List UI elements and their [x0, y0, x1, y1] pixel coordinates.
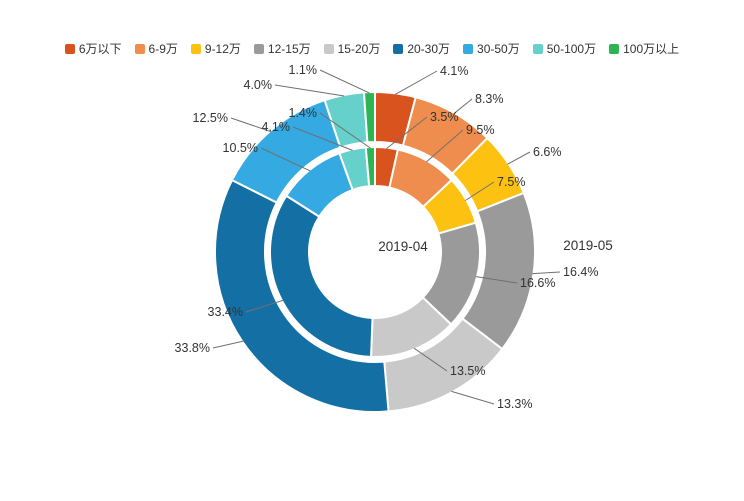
- slice-percent-label: 3.5%: [430, 110, 459, 124]
- legend-marker-icon: [323, 43, 334, 54]
- slice-percent-label: 6.6%: [533, 145, 562, 159]
- slice-percent-label: 33.8%: [175, 341, 210, 355]
- legend-label: 15-20万: [337, 42, 381, 56]
- legend-marker-icon: [393, 43, 404, 54]
- slice-percent-label: 7.5%: [497, 175, 526, 189]
- legend-marker-icon: [64, 43, 75, 54]
- slice-percent-label: 10.5%: [223, 141, 258, 155]
- label-leader-line: [426, 129, 464, 163]
- legend-item-3[interactable]: 12-15万: [253, 40, 311, 57]
- legend-marker-icon: [253, 43, 264, 54]
- legend-label: 6万以下: [78, 42, 122, 56]
- labels-layer: 3.5%9.5%7.5%16.6%13.5%33.4%10.5%4.1%1.4%…: [175, 63, 613, 411]
- legend-label: 20-30万: [407, 42, 451, 56]
- legend-label: 50-100万: [546, 42, 597, 56]
- slice-percent-label: 1.1%: [289, 63, 318, 77]
- legend-item-0[interactable]: 6万以下: [64, 40, 122, 57]
- legend-item-4[interactable]: 15-20万: [323, 40, 381, 57]
- slice-percent-label: 4.0%: [244, 78, 273, 92]
- label-leader-line: [292, 126, 353, 151]
- slice-percent-label: 13.3%: [497, 397, 532, 411]
- chart-legend: 6万以下 6-9万 9-12万 12-15万 15-20万 20-30万 30-50万 50-…: [0, 40, 744, 57]
- slice-percent-label: 16.4%: [563, 265, 598, 279]
- slice-percent-label: 16.6%: [520, 276, 555, 290]
- legend-marker-icon: [190, 43, 201, 54]
- slice-percent-label: 4.1%: [262, 120, 291, 134]
- legend-item-6[interactable]: 30-50万: [463, 40, 520, 57]
- label-leader-line: [451, 390, 495, 405]
- legend-marker-icon: [134, 43, 145, 54]
- legend-marker-icon: [609, 43, 620, 54]
- slice-2019-04-5[interactable]: [269, 194, 374, 358]
- legend-label: 6-9万: [148, 42, 178, 56]
- label-leader-line: [532, 271, 561, 275]
- legend-item-8[interactable]: 100万以上: [609, 40, 679, 57]
- legend-label: 12-15万: [267, 42, 311, 56]
- label-leader-line: [386, 116, 428, 149]
- legend-marker-icon: [463, 43, 474, 54]
- leader-lines-layer: [212, 69, 561, 405]
- slice-percent-label: 9.5%: [466, 123, 495, 137]
- label-leader-line: [507, 151, 531, 165]
- label-leader-line: [245, 299, 284, 313]
- slice-percent-label: 33.4%: [208, 305, 243, 319]
- legend-label: 9-12万: [204, 42, 241, 56]
- slice-percent-label: 12.5%: [193, 111, 228, 125]
- label-leader-line: [395, 70, 438, 95]
- label-leader-line: [274, 84, 345, 97]
- label-leader-line: [413, 347, 448, 372]
- legend-item-5[interactable]: 20-30万: [393, 40, 450, 57]
- label-leader-line: [453, 98, 473, 115]
- legend-item-7[interactable]: 50-100万: [532, 40, 597, 57]
- legend-marker-icon: [532, 43, 543, 54]
- label-leader-line: [260, 147, 311, 172]
- label-leader-line: [319, 112, 371, 149]
- slice-percent-label: 13.5%: [450, 364, 485, 378]
- legend-item-1[interactable]: 6-9万: [134, 40, 178, 57]
- slice-2019-05-5[interactable]: [214, 179, 390, 413]
- legend-label: 30-50万: [477, 42, 520, 56]
- slice-percent-label: 4.1%: [440, 64, 469, 78]
- series-name-label-2019-05: 2019-05: [563, 238, 613, 253]
- slice-percent-label: 1.4%: [289, 106, 318, 120]
- slice-percent-label: 8.3%: [475, 92, 504, 106]
- legend-label: 100万以上: [623, 42, 680, 56]
- label-leader-line: [319, 69, 370, 94]
- label-leader-line: [465, 181, 495, 201]
- legend-item-2[interactable]: 9-12万: [190, 40, 241, 57]
- label-leader-line: [475, 276, 518, 284]
- series-name-label-2019-04: 2019-04: [378, 239, 428, 254]
- label-leader-line: [230, 117, 272, 133]
- label-leader-line: [212, 340, 244, 349]
